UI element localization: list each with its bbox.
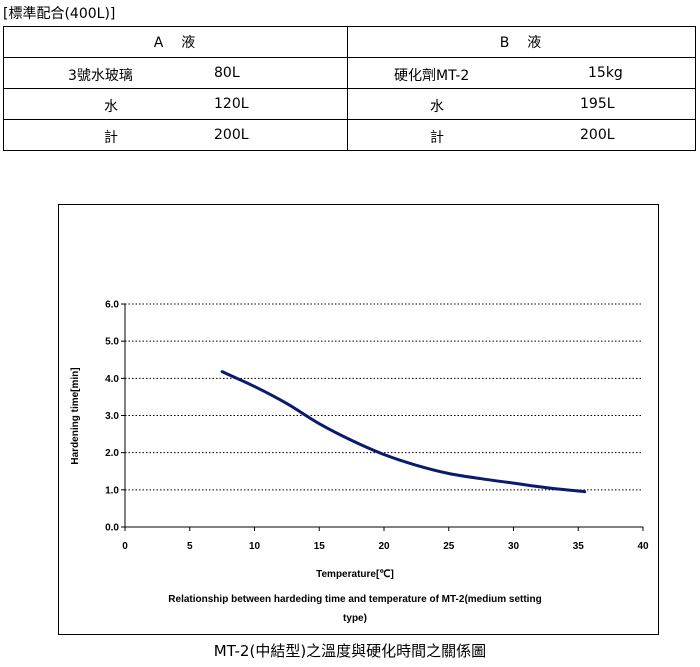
chart-caption: MT-2(中結型)之溫度與硬化時間之關係圖 [213,642,487,660]
a-cell: 水 120L [3,88,348,120]
b-cell: 水 195L [347,88,696,120]
a-cell: 計 200L [3,119,348,151]
chart-title-line-2: type) [343,613,367,624]
table-row: 計 200L 計 200L [3,119,696,151]
table-header-row: A 液 B 液 [3,26,696,58]
b-value: 200L [580,127,615,143]
a-name: 計 [104,130,118,146]
x-tick-label: 10 [249,541,261,552]
table-row: 3號水玻璃 80L 硬化劑MT-2 15kg [3,57,696,89]
y-tick-label: 6.0 [105,300,119,311]
b-name: 水 [430,99,444,115]
x-tick-label: 35 [573,541,585,552]
column-b-header: B 液 [347,26,696,58]
y-tick-label: 2.0 [105,448,119,459]
a-cell: 3號水玻璃 80L [3,57,348,89]
b-cell: 硬化劑MT-2 15kg [347,57,696,89]
y-tick-label: 3.0 [105,411,119,422]
y-tick-label: 1.0 [105,485,119,496]
a-name: 水 [104,99,118,115]
series-line [220,370,587,494]
a-value: 80L [214,65,240,81]
x-tick-label: 20 [378,541,390,552]
x-tick-label: 15 [314,541,326,552]
y-axis-label: Hardening time[min] [70,367,81,464]
b-value: 195L [580,96,615,112]
x-tick-label: 5 [187,541,193,552]
chart-series [220,370,587,494]
a-value: 200L [214,127,249,143]
y-tick-label: 4.0 [105,374,119,385]
x-tick-label: 30 [508,541,520,552]
column-a-header: A 液 [3,26,348,58]
x-tick-label: 0 [122,541,128,552]
chart-frame: 0.0 1.0 2.0 3.0 4.0 5.0 6.0 0 5 10 15 20 25 30 35 40 H… [58,204,659,635]
y-tick-label: 5.0 [105,337,119,348]
a-name: 3號水玻璃 [68,68,133,84]
chart-grid [125,303,643,491]
b-cell: 計 200L [347,119,696,151]
x-tick-label: 25 [443,541,455,552]
a-value: 120L [214,96,249,112]
y-tick-label: 0.0 [105,523,119,534]
chart-axes [121,303,644,531]
y-tick-labels: 0.0 1.0 2.0 3.0 4.0 5.0 6.0 [105,300,119,534]
b-value: 15kg [588,65,623,81]
mix-table: A 液 B 液 3號水玻璃 80L 硬化劑MT-2 15kg 水 120L 水 195L… [3,26,696,151]
x-axis-label: Temperature[℃] [316,569,394,580]
b-name: 硬化劑MT-2 [394,68,470,84]
b-name: 計 [430,130,444,146]
hardening-time-chart: 0.0 1.0 2.0 3.0 4.0 5.0 6.0 0 5 10 15 20 25 30 35 40 H… [70,300,649,625]
chart-title-line-1: Relationship between hardeding time and … [168,594,541,605]
x-tick-labels: 0 5 10 15 20 25 30 35 40 [122,541,649,552]
table-row: 水 120L 水 195L [3,88,696,120]
mix-heading: [標準配合(400L)] [3,6,116,22]
x-tick-label: 40 [637,541,649,552]
